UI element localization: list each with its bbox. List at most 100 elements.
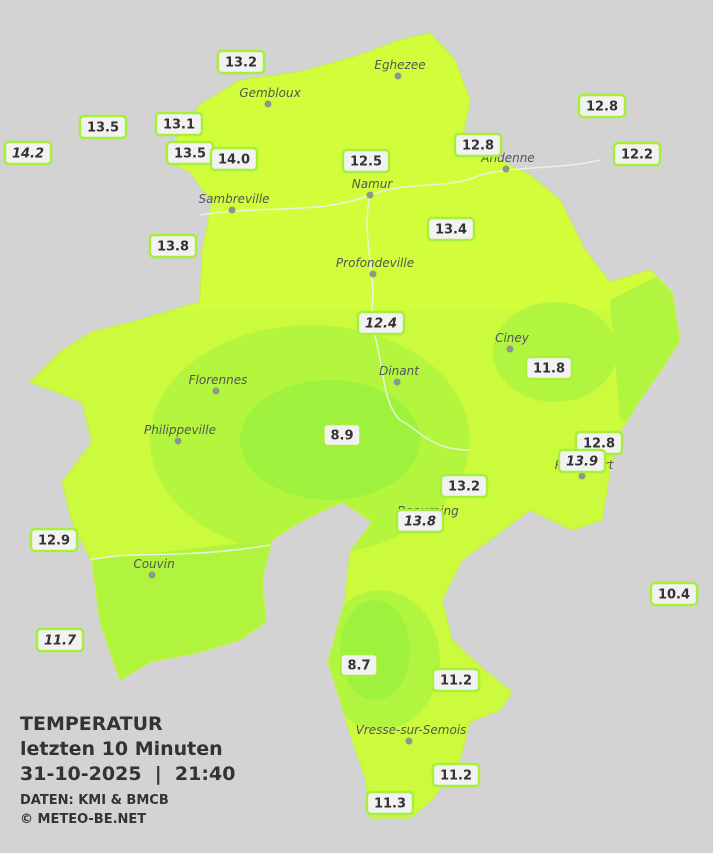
station: 13.1: [154, 111, 204, 137]
station-value: 12.8: [586, 100, 618, 115]
station-box: [216, 49, 266, 75]
station: 8.9: [322, 422, 362, 448]
town-dot: [394, 72, 402, 80]
station-box: [439, 473, 489, 499]
station: 14.0: [209, 146, 259, 172]
town-dot: [174, 437, 182, 445]
town-label: Profondeville: [336, 256, 414, 270]
station-value: 13.2: [448, 480, 480, 495]
station-value: 8.9: [330, 429, 353, 444]
source: DATEN: KMI & BMCB: [20, 793, 169, 808]
station-box: [649, 581, 699, 607]
station-value: 11.7: [44, 634, 77, 649]
station-box: [78, 114, 128, 140]
station-box: [577, 93, 627, 119]
copyright: © METEO-BE.NET: [20, 812, 146, 827]
station-box: [426, 216, 476, 242]
station: 8.7: [339, 652, 379, 678]
town-label: Gembloux: [239, 86, 301, 100]
station-box: [356, 310, 406, 336]
station: 13.9: [557, 448, 607, 474]
station-value: 14.2: [12, 147, 44, 162]
town-label: Vresse-sur-Semois: [356, 723, 467, 737]
town-label: Namur: [352, 177, 394, 191]
station-box: [395, 508, 445, 534]
town-dot: [578, 472, 586, 480]
station-value: 12.9: [38, 534, 70, 549]
subtitle: letzten 10 Minuten: [20, 738, 223, 760]
station: 11.8: [524, 355, 574, 381]
station-value: 13.4: [435, 223, 467, 238]
station-value: 14.0: [218, 153, 250, 168]
town-dot: [264, 100, 272, 108]
station-value: 13.8: [157, 240, 189, 255]
station-box: [322, 422, 362, 448]
station-value: 12.8: [583, 437, 615, 452]
station-value: 12.4: [365, 317, 397, 332]
station-box: [339, 652, 379, 678]
station: 11.3: [365, 790, 415, 816]
station-box: [341, 148, 391, 174]
station-value: 11.2: [440, 769, 472, 784]
town-label: Couvin: [133, 557, 174, 571]
station: 12.4: [356, 310, 406, 336]
station-value: 12.2: [621, 148, 653, 163]
station: 13.5: [78, 114, 128, 140]
station-value: 10.4: [658, 588, 690, 603]
station-value: 11.2: [440, 674, 472, 689]
station: 10.4: [649, 581, 699, 607]
station: 13.2: [216, 49, 266, 75]
town-label: Dinant: [379, 364, 420, 378]
station-box: [453, 132, 503, 158]
station: 13.2: [439, 473, 489, 499]
station: 12.8: [453, 132, 503, 158]
town-label: Ciney: [495, 331, 530, 345]
station: 12.2: [612, 141, 662, 167]
station-box: [154, 111, 204, 137]
town-dot: [502, 165, 510, 173]
station: 12.5: [341, 148, 391, 174]
station: 13.5: [165, 140, 215, 166]
station-value: 13.5: [174, 147, 206, 162]
station-box: [431, 762, 481, 788]
station-box: [3, 140, 53, 166]
station-box: [209, 146, 259, 172]
station-value: 13.2: [225, 56, 257, 71]
station: 12.8: [577, 93, 627, 119]
town-dot: [366, 191, 374, 199]
town-label: Philippeville: [144, 423, 216, 437]
town-dot: [393, 378, 401, 386]
rivers: [89, 159, 601, 561]
station: 11.2: [431, 667, 481, 693]
town-dot: [212, 387, 220, 395]
station: 11.2: [431, 762, 481, 788]
station-value: 13.5: [87, 121, 119, 136]
station: 11.7: [35, 627, 85, 653]
station: 12.8: [574, 430, 624, 456]
station-box: [557, 448, 607, 474]
station-box: [431, 667, 481, 693]
station-box: [612, 141, 662, 167]
station-box: [29, 527, 79, 553]
station-box: [524, 355, 574, 381]
station: 13.8: [148, 233, 198, 259]
station: 13.8: [395, 508, 445, 534]
station-value: 11.3: [374, 797, 406, 812]
town-dot: [228, 206, 236, 214]
town-dot: [405, 737, 413, 745]
station-value: 12.5: [350, 155, 382, 170]
station-value: 13.1: [163, 118, 195, 133]
station-value: 12.8: [462, 139, 494, 154]
town-dot: [369, 270, 377, 278]
timestamp: 31-10-2025 | 21:40: [20, 763, 235, 785]
station-value: 8.7: [347, 659, 370, 674]
station: 13.4: [426, 216, 476, 242]
town-dot: [148, 571, 156, 579]
station-value: 13.9: [566, 455, 598, 470]
station-value: 11.8: [533, 362, 565, 377]
title: TEMPERATUR: [20, 713, 163, 735]
town-label: Sambreville: [198, 192, 269, 206]
town-dot: [506, 345, 514, 353]
station-box: [365, 790, 415, 816]
